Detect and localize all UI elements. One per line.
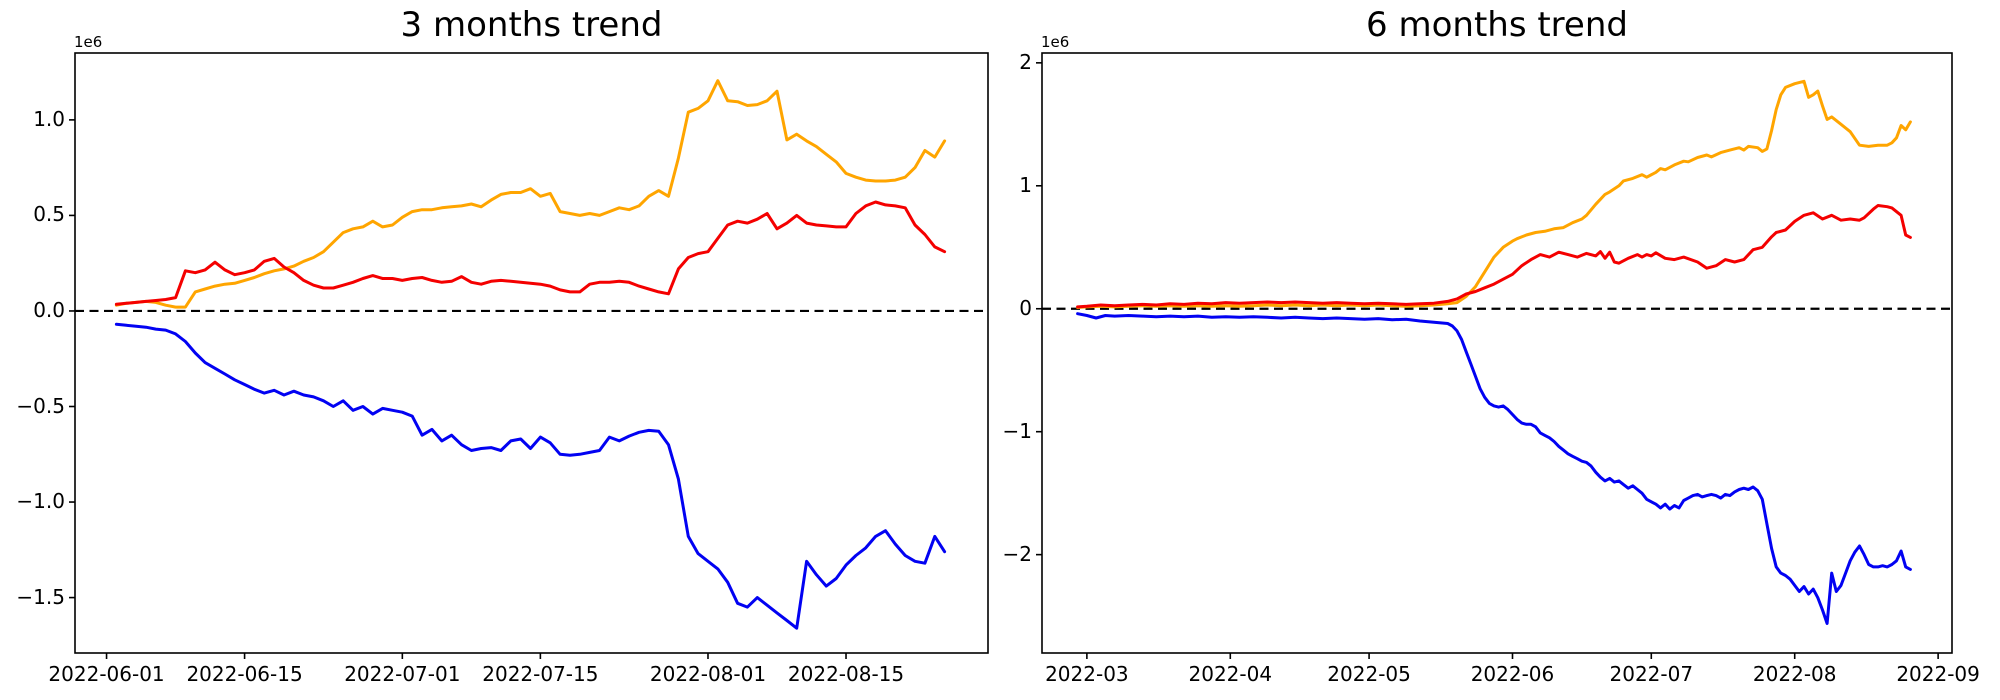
y-tick-label: −2 (1002, 541, 1032, 566)
x-tick-label: 2022-05 (1327, 662, 1411, 686)
y-tick-label: −1.0 (16, 489, 65, 514)
y-tick-label: 2 (1019, 49, 1032, 74)
left-chart-title: 3 months trend (400, 5, 663, 45)
y-tick-label: 0 (1019, 295, 1032, 320)
y-tick-label: 0.0 (33, 297, 65, 322)
x-tick-label: 2022-06-15 (186, 662, 303, 686)
y-tick-label: −1 (1002, 418, 1032, 443)
x-tick-label: 2022-03 (1045, 662, 1129, 686)
right-axis-offset-label: 1e6 (1041, 33, 1070, 51)
y-tick-label: 1.0 (33, 106, 65, 131)
x-tick-label: 2022-04 (1188, 662, 1273, 686)
series-line-red (114, 200, 947, 306)
series-line-orange (114, 79, 947, 309)
plot-box (74, 52, 989, 654)
x-tick-label: 2022-08-15 (787, 662, 905, 686)
left-axis-offset-label: 1e6 (74, 33, 103, 51)
right-chart-title: 6 months trend (1366, 5, 1628, 45)
series-line-blue (1076, 312, 1912, 625)
series-line-red (1076, 204, 1912, 309)
x-tick-label: 2022-07-15 (482, 662, 599, 686)
x-tick-label: 2022-06 (1470, 662, 1555, 686)
y-tick-label: 1 (1019, 172, 1032, 197)
series-line-blue (114, 322, 947, 630)
x-tick-label: 2022-08-01 (649, 662, 767, 686)
x-tick-label: 2022-07-01 (344, 662, 461, 686)
x-tick-label: 2022-06-01 (48, 662, 165, 686)
x-tick-label: 2022-08 (1752, 662, 1837, 686)
y-tick-label: −0.5 (16, 393, 65, 418)
plot-box (1041, 52, 1953, 654)
series-line-orange (1076, 79, 1912, 309)
y-tick-label: −1.5 (16, 584, 65, 609)
y-tick-label: 0.5 (33, 202, 65, 227)
x-tick-label: 2022-07 (1609, 662, 1694, 686)
x-tick-label: 2022-09 (1896, 662, 1980, 686)
